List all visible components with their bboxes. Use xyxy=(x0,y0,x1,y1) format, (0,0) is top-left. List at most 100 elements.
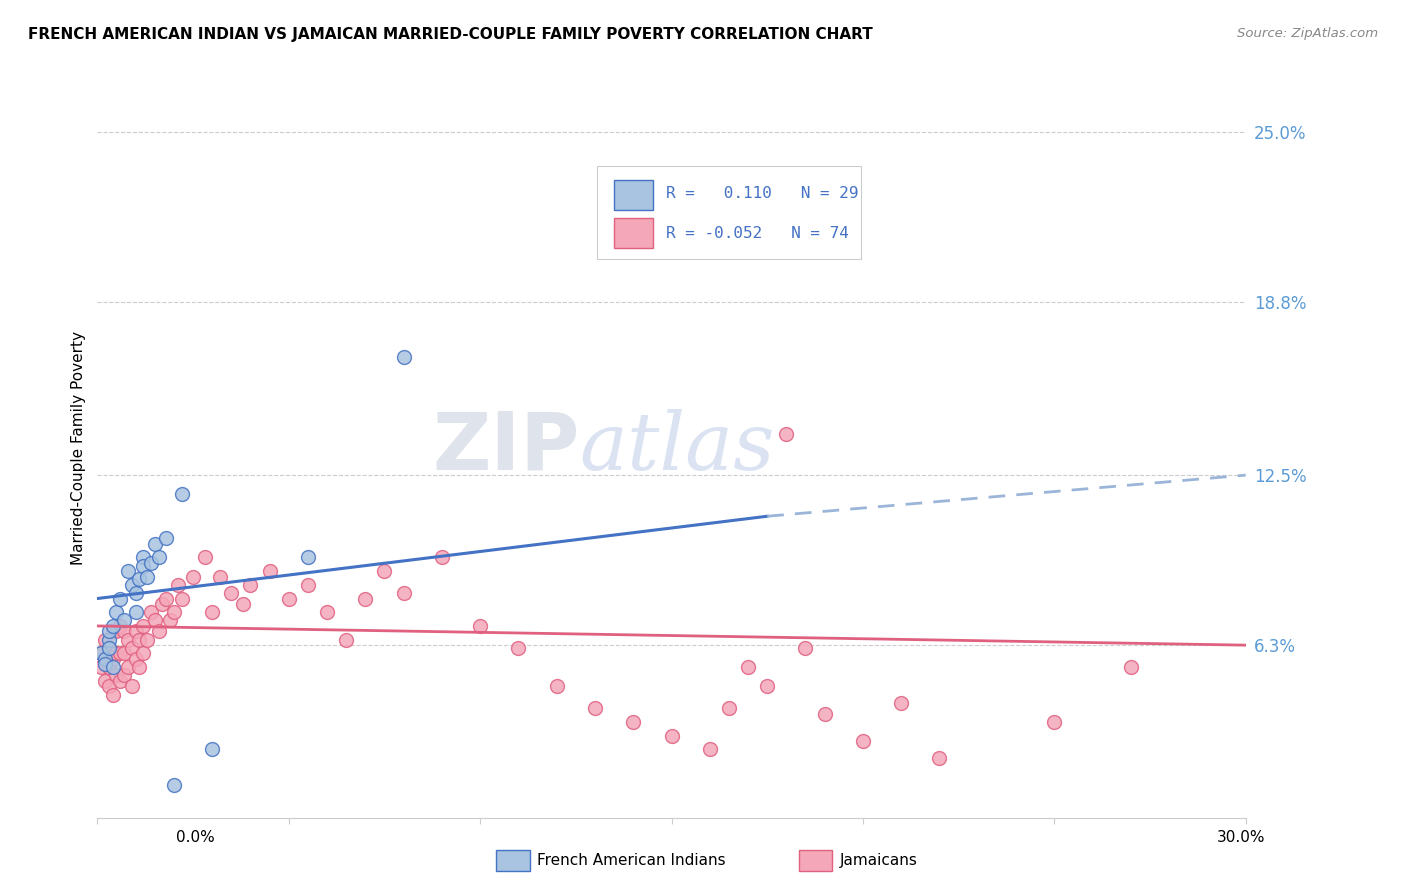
Point xyxy=(152,597,174,611)
Point xyxy=(852,734,875,748)
Point xyxy=(121,578,143,592)
Point xyxy=(583,701,606,715)
Point xyxy=(124,605,146,619)
FancyBboxPatch shape xyxy=(598,166,860,259)
Point xyxy=(392,586,415,600)
Point xyxy=(201,605,224,619)
Point xyxy=(97,632,120,647)
Point xyxy=(124,652,146,666)
Text: 30.0%: 30.0% xyxy=(1218,830,1265,845)
Point xyxy=(94,632,117,647)
Point xyxy=(143,614,166,628)
Point xyxy=(112,624,135,639)
Point xyxy=(239,578,262,592)
Point xyxy=(110,673,132,688)
Point xyxy=(232,597,254,611)
Point xyxy=(90,660,112,674)
Point xyxy=(94,657,117,672)
Text: Source: ZipAtlas.com: Source: ZipAtlas.com xyxy=(1237,27,1378,40)
Point xyxy=(392,350,415,364)
Point xyxy=(814,706,837,721)
Point xyxy=(132,550,155,565)
Point xyxy=(101,688,124,702)
Point xyxy=(132,646,155,660)
Point xyxy=(105,605,128,619)
Point xyxy=(117,632,139,647)
Point xyxy=(155,531,177,545)
Point xyxy=(97,640,120,655)
Point xyxy=(101,619,124,633)
Point xyxy=(105,668,128,682)
Text: FRENCH AMERICAN INDIAN VS JAMAICAN MARRIED-COUPLE FAMILY POVERTY CORRELATION CHA: FRENCH AMERICAN INDIAN VS JAMAICAN MARRI… xyxy=(28,27,873,42)
Point xyxy=(94,673,117,688)
Point xyxy=(277,591,299,606)
Point xyxy=(546,679,568,693)
Point xyxy=(97,640,120,655)
Y-axis label: Married-Couple Family Poverty: Married-Couple Family Poverty xyxy=(72,331,86,565)
Point xyxy=(297,550,319,565)
Point xyxy=(163,605,186,619)
Point xyxy=(128,572,150,586)
Point xyxy=(297,578,319,592)
Point xyxy=(136,632,159,647)
Point xyxy=(97,679,120,693)
Point xyxy=(117,564,139,578)
Point xyxy=(121,679,143,693)
Point xyxy=(166,578,188,592)
Point xyxy=(112,668,135,682)
Point xyxy=(163,778,186,792)
Point xyxy=(101,660,124,674)
Point xyxy=(890,696,912,710)
Point xyxy=(143,536,166,550)
FancyBboxPatch shape xyxy=(614,218,654,248)
Point xyxy=(928,750,950,764)
Point xyxy=(132,619,155,633)
Point xyxy=(97,624,120,639)
Point xyxy=(717,701,740,715)
Point xyxy=(208,569,231,583)
Point xyxy=(181,569,204,583)
Point xyxy=(124,624,146,639)
Point xyxy=(148,624,170,639)
Point xyxy=(112,646,135,660)
Point xyxy=(94,652,117,666)
Point xyxy=(97,660,120,674)
Point xyxy=(110,646,132,660)
Point xyxy=(94,652,117,666)
Point xyxy=(148,550,170,565)
Point xyxy=(139,605,162,619)
Point xyxy=(101,624,124,639)
Point xyxy=(117,660,139,674)
Point xyxy=(170,487,193,501)
Point xyxy=(335,632,357,647)
FancyBboxPatch shape xyxy=(614,179,654,210)
Point xyxy=(170,591,193,606)
Point xyxy=(139,556,162,570)
Point xyxy=(468,619,491,633)
Point xyxy=(1043,714,1066,729)
Point xyxy=(1119,660,1142,674)
Point xyxy=(121,640,143,655)
Point xyxy=(105,624,128,639)
Point xyxy=(128,660,150,674)
Point xyxy=(737,660,759,674)
Point xyxy=(90,646,112,660)
Text: R =   0.110   N = 29: R = 0.110 N = 29 xyxy=(666,186,858,202)
Point xyxy=(508,640,530,655)
Point xyxy=(794,640,817,655)
Point xyxy=(221,586,243,600)
Point xyxy=(201,742,224,756)
Point xyxy=(155,591,177,606)
Point xyxy=(159,614,181,628)
Point xyxy=(316,605,339,619)
Point xyxy=(756,679,779,693)
Point xyxy=(110,619,132,633)
Text: atlas: atlas xyxy=(579,409,775,486)
Point xyxy=(101,652,124,666)
Text: French American Indians: French American Indians xyxy=(537,854,725,868)
Text: 0.0%: 0.0% xyxy=(176,830,215,845)
Point xyxy=(699,180,721,194)
Point xyxy=(430,550,453,565)
Point xyxy=(105,646,128,660)
Point xyxy=(699,742,721,756)
